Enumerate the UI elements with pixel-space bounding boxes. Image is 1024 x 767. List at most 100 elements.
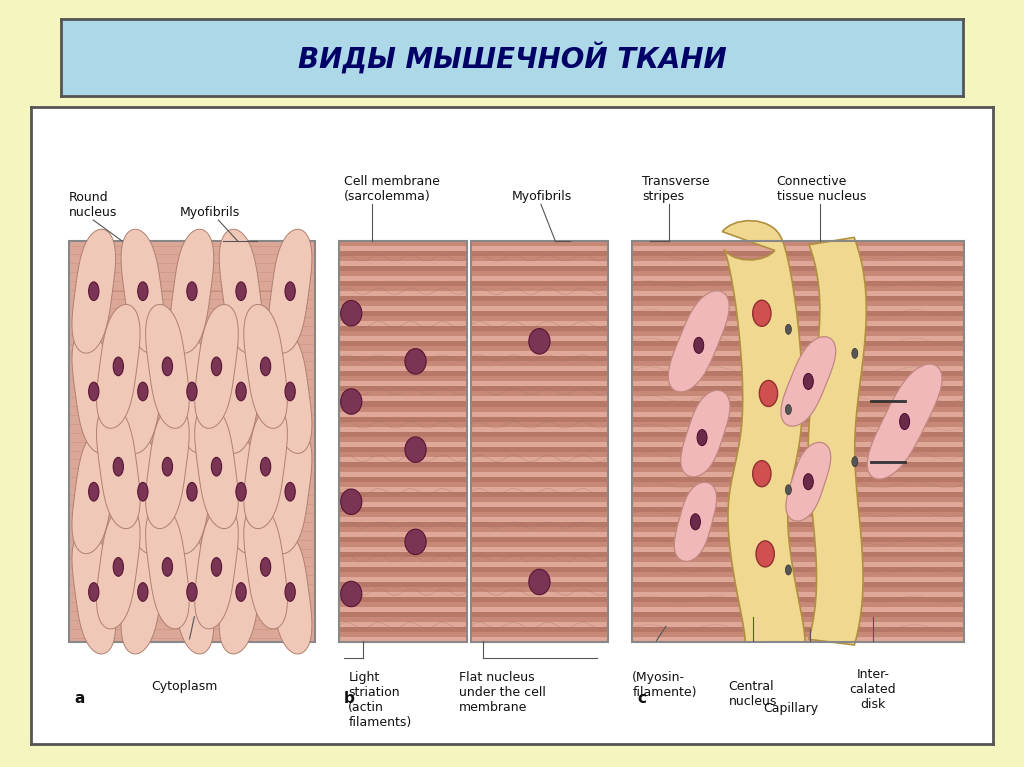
Bar [632, 497, 965, 502]
Text: Round
nucleus: Round nucleus [70, 191, 118, 219]
Bar [471, 456, 608, 462]
Bar [339, 291, 467, 296]
Bar [471, 622, 608, 627]
Bar [632, 622, 965, 627]
Bar [632, 507, 965, 512]
Bar [471, 316, 608, 321]
Bar [632, 347, 965, 351]
Ellipse shape [404, 349, 426, 374]
Polygon shape [808, 238, 866, 645]
Bar [339, 266, 467, 272]
Bar [339, 522, 467, 527]
Bar [632, 597, 965, 602]
Bar [70, 241, 314, 642]
Bar [471, 407, 608, 412]
Bar [471, 552, 608, 557]
Bar [471, 296, 608, 301]
Ellipse shape [89, 282, 99, 301]
Ellipse shape [138, 482, 148, 501]
Bar [632, 286, 965, 291]
Ellipse shape [89, 382, 99, 401]
Bar [339, 261, 467, 266]
Polygon shape [72, 330, 116, 453]
Bar [632, 272, 965, 276]
Bar [339, 517, 467, 522]
Bar [471, 381, 608, 387]
Text: Light
striation
(actin
filaments): Light striation (actin filaments) [348, 671, 412, 729]
Bar [632, 412, 965, 416]
Bar [632, 256, 965, 261]
Text: Capillary: Capillary [764, 703, 819, 716]
Ellipse shape [260, 357, 270, 376]
Bar [339, 492, 467, 497]
Ellipse shape [852, 456, 858, 466]
Bar [632, 361, 965, 367]
Bar [339, 351, 467, 357]
Bar [632, 627, 965, 632]
Polygon shape [145, 304, 189, 428]
Bar [632, 482, 965, 487]
Bar [339, 371, 467, 377]
Bar [632, 587, 965, 592]
Text: Cell membrane
(sarcolemma): Cell membrane (sarcolemma) [344, 175, 439, 202]
Bar [471, 281, 608, 286]
Bar [632, 381, 965, 387]
Bar [632, 266, 965, 272]
Bar [339, 306, 467, 311]
Bar [339, 527, 467, 532]
Polygon shape [170, 229, 214, 353]
Bar [471, 562, 608, 567]
Ellipse shape [285, 583, 295, 601]
Bar [339, 357, 467, 361]
Bar [471, 357, 608, 361]
Bar [632, 391, 965, 397]
Bar [471, 487, 608, 492]
Bar [339, 377, 467, 381]
Bar [471, 397, 608, 401]
Bar [339, 321, 467, 326]
Ellipse shape [404, 437, 426, 463]
Bar [339, 597, 467, 602]
Text: Central
nucleus: Central nucleus [729, 680, 777, 709]
Polygon shape [195, 405, 239, 528]
Ellipse shape [138, 282, 148, 301]
Ellipse shape [260, 558, 270, 576]
Bar [339, 532, 467, 537]
Bar [339, 401, 467, 407]
Polygon shape [195, 505, 239, 629]
Bar [339, 462, 467, 466]
Bar [632, 401, 965, 407]
Bar [339, 241, 467, 246]
Ellipse shape [756, 541, 774, 567]
Text: ВИДЫ МЫШЕЧНОЙ ТКАНИ: ВИДЫ МЫШЕЧНОЙ ТКАНИ [298, 41, 726, 74]
Bar [471, 607, 608, 612]
Bar [339, 397, 467, 401]
Polygon shape [781, 337, 836, 426]
Ellipse shape [753, 461, 771, 487]
Ellipse shape [285, 282, 295, 301]
Bar [339, 272, 467, 276]
Bar [471, 547, 608, 552]
Bar [471, 567, 608, 572]
Ellipse shape [186, 282, 197, 301]
Bar [471, 617, 608, 622]
Bar [471, 507, 608, 512]
Bar [632, 466, 965, 472]
Bar [632, 637, 965, 642]
Ellipse shape [528, 569, 550, 594]
Bar [339, 246, 467, 251]
Bar [339, 341, 467, 347]
Ellipse shape [697, 430, 707, 446]
Bar [632, 241, 965, 246]
Ellipse shape [211, 457, 221, 476]
Bar [471, 492, 608, 497]
Bar [471, 592, 608, 597]
Bar [339, 587, 467, 592]
Bar [339, 552, 467, 557]
Bar [339, 617, 467, 622]
Polygon shape [121, 530, 165, 654]
Bar [632, 572, 965, 577]
Ellipse shape [341, 389, 361, 414]
Bar [471, 367, 608, 371]
Bar [339, 381, 467, 387]
